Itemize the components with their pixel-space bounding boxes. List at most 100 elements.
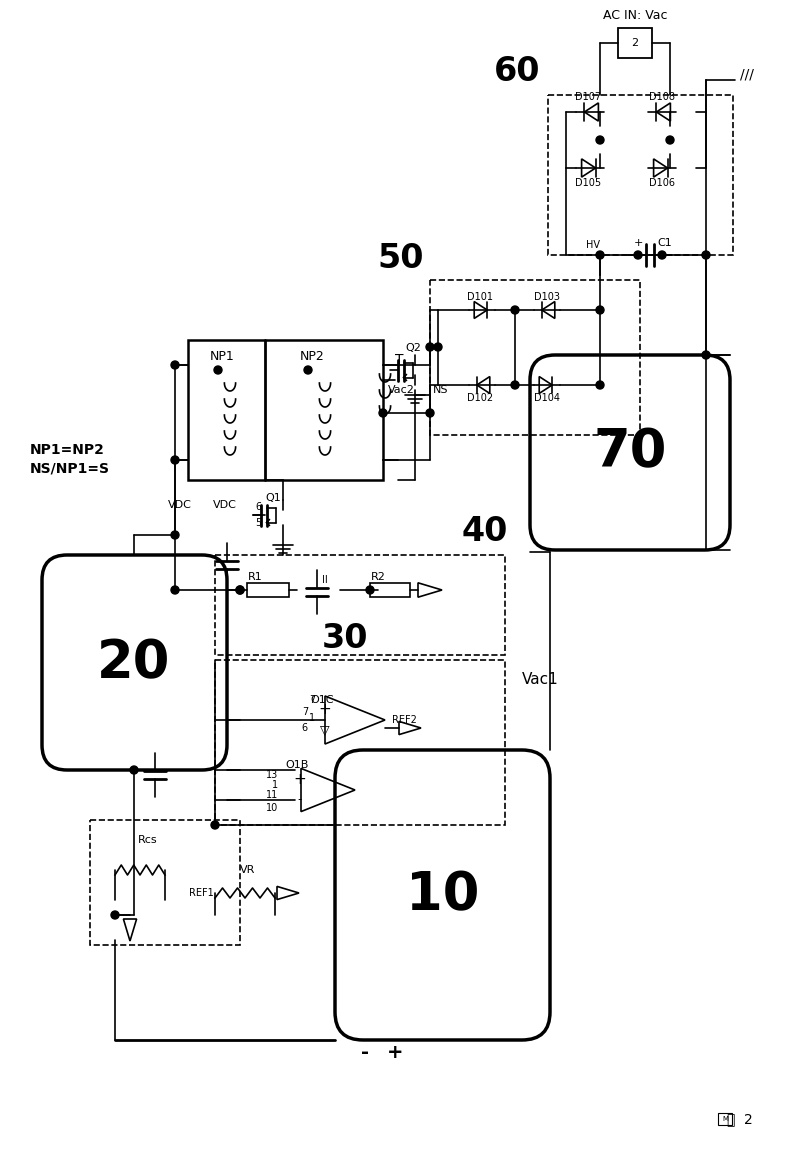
- Text: D103: D103: [534, 292, 560, 302]
- Text: REF2: REF2: [392, 715, 417, 725]
- Bar: [215, 555, 505, 655]
- Text: R2: R2: [370, 572, 386, 582]
- FancyBboxPatch shape: [530, 355, 730, 550]
- Text: -: -: [298, 793, 302, 806]
- Text: 11: 11: [266, 790, 278, 800]
- Circle shape: [634, 251, 642, 259]
- Text: 10: 10: [406, 869, 480, 921]
- Text: ///: ///: [740, 68, 754, 82]
- Circle shape: [171, 586, 179, 594]
- Text: 2: 2: [631, 38, 638, 48]
- Text: O1C: O1C: [310, 695, 334, 704]
- Text: C1: C1: [658, 238, 672, 248]
- Circle shape: [596, 251, 604, 259]
- Text: AC IN: Vac: AC IN: Vac: [602, 9, 667, 22]
- Text: VDC: VDC: [168, 500, 192, 510]
- Circle shape: [511, 380, 519, 389]
- Text: NS: NS: [433, 385, 449, 395]
- Text: 7: 7: [302, 707, 308, 717]
- Circle shape: [236, 586, 244, 594]
- Circle shape: [702, 251, 710, 259]
- Text: Q1: Q1: [265, 493, 281, 503]
- Bar: [247, 583, 289, 597]
- Bar: [188, 340, 383, 480]
- Circle shape: [171, 532, 179, 538]
- Bar: [90, 820, 240, 945]
- Text: VR: VR: [240, 865, 256, 875]
- Text: Vac2: Vac2: [388, 385, 415, 395]
- Circle shape: [426, 409, 434, 417]
- Text: O1B: O1B: [285, 760, 308, 770]
- Text: T: T: [395, 353, 403, 367]
- Text: 2: 2: [744, 1113, 752, 1126]
- Circle shape: [596, 136, 604, 144]
- Bar: [548, 95, 733, 255]
- Text: +: +: [318, 702, 331, 717]
- Text: Rcs: Rcs: [138, 835, 158, 845]
- Text: D104: D104: [534, 393, 560, 404]
- Text: D106: D106: [649, 178, 675, 188]
- Text: +: +: [294, 773, 306, 787]
- Circle shape: [211, 821, 219, 829]
- Text: Vac1: Vac1: [522, 672, 558, 687]
- Circle shape: [236, 586, 244, 594]
- Circle shape: [666, 136, 674, 144]
- Circle shape: [702, 351, 710, 359]
- Text: 6: 6: [302, 723, 308, 733]
- Bar: [430, 280, 640, 435]
- Circle shape: [171, 361, 179, 369]
- Bar: [718, 1113, 732, 1125]
- Text: 40: 40: [462, 515, 508, 548]
- Text: II: II: [322, 575, 328, 585]
- Text: M: M: [722, 1116, 728, 1122]
- Text: 60: 60: [494, 55, 540, 88]
- Text: ▽: ▽: [320, 723, 330, 737]
- Text: Q2: Q2: [405, 342, 421, 353]
- Circle shape: [596, 380, 604, 389]
- Text: 1: 1: [272, 779, 278, 790]
- Text: D107: D107: [575, 92, 601, 101]
- Text: 20: 20: [98, 636, 170, 689]
- Text: NP2: NP2: [300, 351, 325, 363]
- FancyBboxPatch shape: [335, 749, 550, 1040]
- Text: 50: 50: [378, 242, 424, 276]
- Text: 5: 5: [255, 518, 261, 528]
- Text: 6: 6: [255, 502, 261, 512]
- Circle shape: [658, 251, 666, 259]
- Text: VDC: VDC: [213, 500, 237, 510]
- Text: NP1: NP1: [210, 351, 234, 363]
- Circle shape: [130, 766, 138, 774]
- Bar: [370, 583, 410, 597]
- Text: 10: 10: [266, 802, 278, 813]
- Text: R1: R1: [248, 572, 262, 582]
- Circle shape: [434, 342, 442, 351]
- Text: -: -: [361, 1043, 369, 1063]
- Text: 7: 7: [309, 695, 315, 704]
- Circle shape: [426, 342, 434, 351]
- Circle shape: [171, 455, 179, 464]
- Text: 30: 30: [322, 621, 368, 655]
- Text: +: +: [634, 238, 642, 248]
- Circle shape: [596, 306, 604, 314]
- Text: NP1=NP2: NP1=NP2: [30, 443, 105, 457]
- Circle shape: [379, 409, 387, 417]
- Text: 图: 图: [726, 1113, 734, 1126]
- Text: 13: 13: [266, 770, 278, 779]
- Text: HV: HV: [586, 240, 600, 250]
- Text: D102: D102: [467, 393, 493, 404]
- Text: D105: D105: [575, 178, 601, 188]
- Text: NS/NP1=S: NS/NP1=S: [30, 461, 110, 475]
- Text: REF1: REF1: [190, 888, 214, 898]
- Circle shape: [366, 586, 374, 594]
- Circle shape: [511, 306, 519, 314]
- Bar: [618, 28, 652, 58]
- Text: +: +: [386, 1043, 403, 1063]
- Text: D108: D108: [649, 92, 675, 101]
- Circle shape: [111, 911, 119, 919]
- Text: D101: D101: [467, 292, 493, 302]
- Text: 1: 1: [309, 713, 315, 723]
- Text: 70: 70: [594, 425, 666, 478]
- Bar: [215, 660, 505, 826]
- Circle shape: [304, 366, 312, 374]
- FancyBboxPatch shape: [42, 555, 227, 770]
